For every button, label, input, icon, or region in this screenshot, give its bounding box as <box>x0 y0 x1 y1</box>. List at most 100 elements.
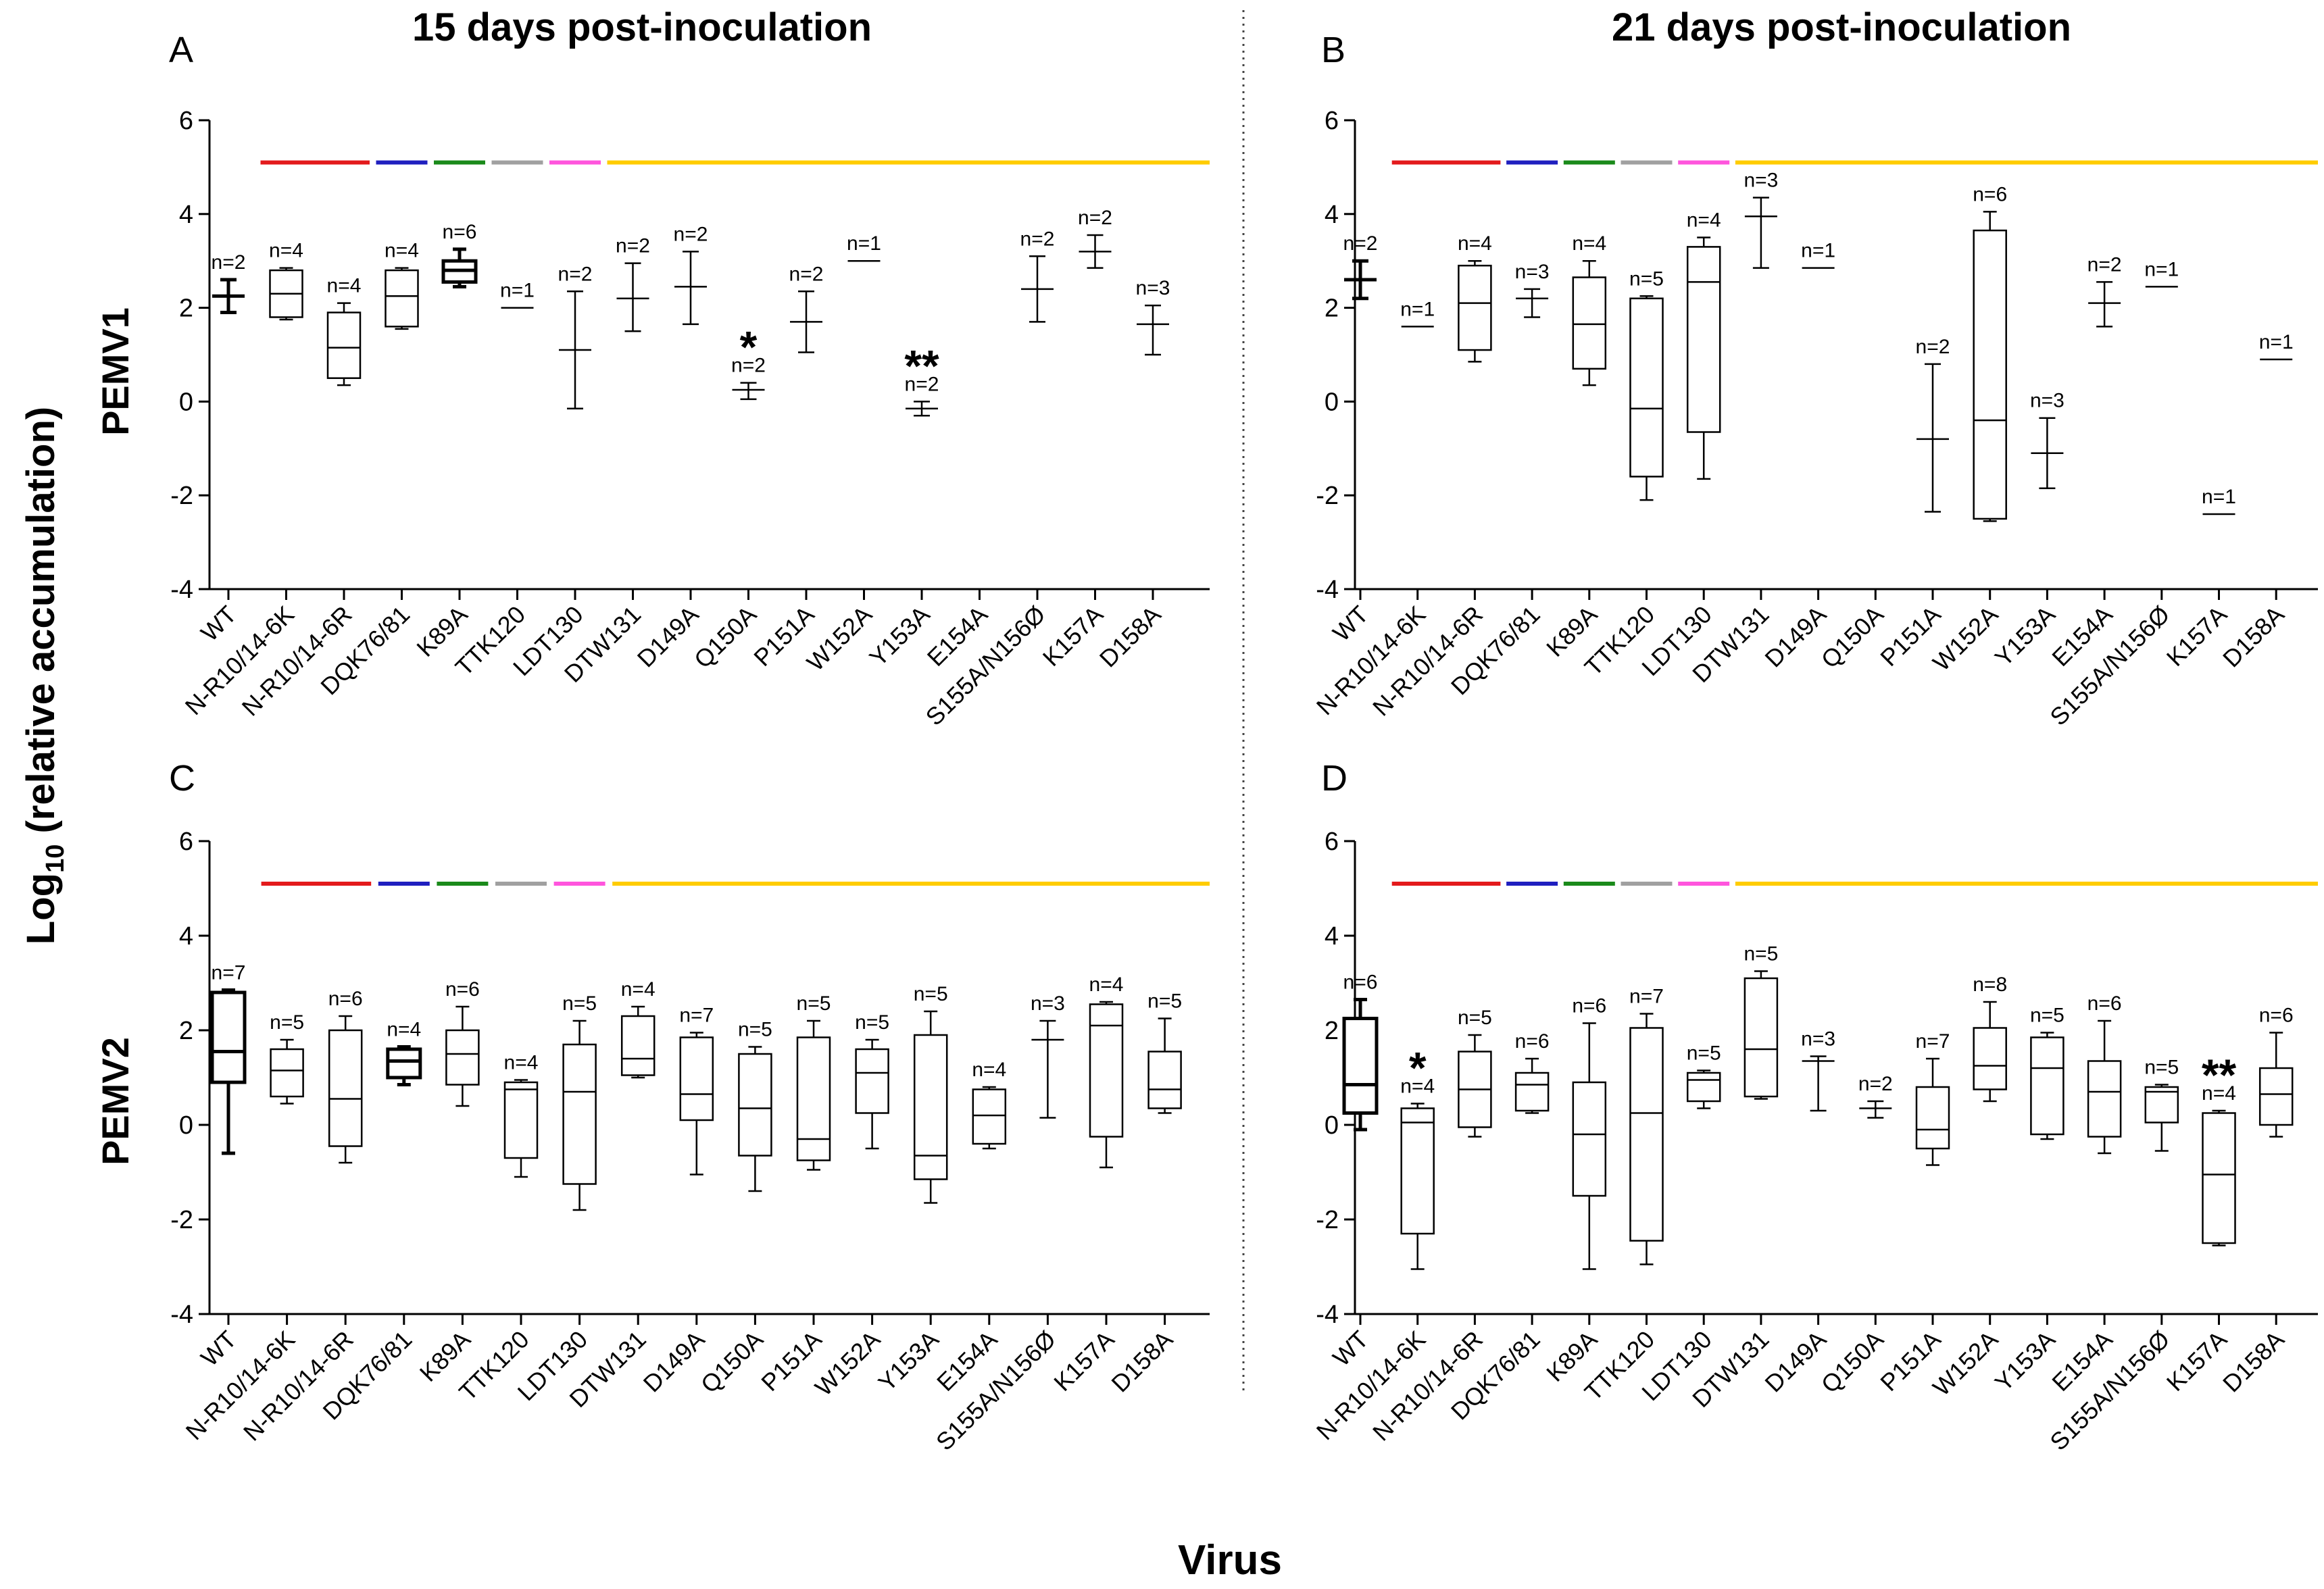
y-label-log: Log <box>19 873 63 944</box>
panel-d-x-tick-label: D158A <box>2217 1326 2290 1398</box>
panel-b-n-label: n=1 <box>2144 258 2179 280</box>
panel-a-box <box>326 311 362 379</box>
panel-c-n-label: n=5 <box>738 1019 772 1041</box>
panel-d-y-tick-label: -2 <box>1316 1206 1339 1234</box>
row-title-pemv1: PEMV1 <box>94 307 137 436</box>
panel-c-box <box>679 1036 714 1121</box>
panel-d-box <box>2144 1086 2179 1124</box>
panel-b-n-label: n=3 <box>1744 170 1778 192</box>
panel-c-x-tick-label: K157A <box>1048 1326 1119 1396</box>
panel-b-y-tick-label: 6 <box>1325 107 1339 135</box>
panel-d-n-label: n=6 <box>2259 1005 2294 1027</box>
panel-b-x-tick-label: Y153A <box>1989 601 2060 672</box>
panel-a-n-label: n=2 <box>1020 228 1055 250</box>
panel-d-n-label: n=5 <box>2144 1057 2179 1079</box>
panel-a-x-tick-label: W152A <box>801 601 877 676</box>
panel-c-y-tick-label: -4 <box>170 1301 193 1329</box>
panel-d-n-label: n=4 <box>2202 1082 2236 1105</box>
panel-b-n-label: n=2 <box>1916 336 1950 358</box>
panel-c-box <box>913 1034 948 1180</box>
panel-d-box <box>2087 1060 2122 1138</box>
panel-b-letter: B <box>1321 30 1345 70</box>
panel-b-n-label: n=3 <box>1515 261 1550 283</box>
panel-c-y-tick-label: -2 <box>170 1206 193 1234</box>
panel-a-n-label: n=3 <box>1136 277 1170 299</box>
panel-d-n-label: n=5 <box>2030 1005 2065 1027</box>
y-label-subscript: 10 <box>41 844 70 873</box>
panel-a-y-tick-label: -4 <box>170 576 193 604</box>
panel-d-n-label: n=5 <box>1458 1007 1492 1029</box>
panel-b-n-label: n=2 <box>2087 253 2122 276</box>
panel-d-letter: D <box>1321 758 1348 799</box>
panel-b-x-tick-label: Q150A <box>1816 601 1889 674</box>
panel-d-n-label: n=6 <box>1572 995 1606 1017</box>
panel-a-box <box>385 269 419 328</box>
panel-c-box <box>1089 1003 1124 1138</box>
panel-b-y-tick-label: 4 <box>1325 201 1339 229</box>
panel-d-x-tick-label: WT <box>1327 1326 1374 1372</box>
panel-b-n-label: n=2 <box>1343 232 1378 255</box>
panel-c-box <box>328 1029 363 1147</box>
panel-b-n-label: n=4 <box>1458 232 1492 255</box>
panel-c-x-tick-label: WT <box>195 1326 242 1372</box>
panel-a-y-tick-label: 6 <box>179 107 193 135</box>
panel-b-n-label: n=6 <box>1973 183 2007 205</box>
panel-b-y-tick-label: -4 <box>1316 576 1339 604</box>
panel-c-n-label: n=5 <box>562 992 597 1015</box>
panel-a-n-label: n=1 <box>500 280 535 302</box>
panel-c-n-label: n=5 <box>270 1011 304 1034</box>
panel-b-box <box>1458 264 1492 351</box>
panel-c-n-label: n=4 <box>621 978 656 1001</box>
panel-b-x-tick-label: K157A <box>2161 601 2232 672</box>
panel-c-box <box>972 1088 1007 1145</box>
panel-d-y-tick-label: 4 <box>1325 922 1339 951</box>
panel-a-n-label: n=4 <box>385 240 419 262</box>
panel-d-box <box>2258 1067 2294 1126</box>
panel-a-n-label: n=2 <box>731 355 766 377</box>
panel-d-y-tick-label: 0 <box>1325 1111 1339 1140</box>
panel-d-box <box>1686 1071 1721 1103</box>
panel-c-y-tick-label: 0 <box>179 1111 193 1140</box>
panel-c-x-tick-label: Y153A <box>872 1326 943 1396</box>
panel-a-n-label: n=2 <box>616 235 650 257</box>
panel-d-significance-star: * <box>1409 1043 1427 1093</box>
panel-c: C-4-20246WTn=7N-R10/14-6Kn=5N-R10/14-6Rn… <box>169 758 1210 1456</box>
panel-a-significance-star: * <box>740 322 758 372</box>
panel-c-box <box>738 1053 772 1157</box>
panel-a-n-label: n=6 <box>443 221 477 243</box>
panel-b-y-tick-label: 0 <box>1325 388 1339 416</box>
panel-c-n-label: n=4 <box>504 1052 539 1074</box>
panel-c-n-label: n=4 <box>1089 974 1124 996</box>
panel-c-n-label: n=7 <box>679 1005 714 1027</box>
panel-c-n-label: n=5 <box>797 992 831 1015</box>
panel-c-x-tick-label: W152A <box>810 1326 885 1401</box>
panel-c-letter: C <box>169 758 195 799</box>
panel-d-box <box>1342 1017 1379 1115</box>
panel-d-n-label: n=3 <box>1801 1028 1835 1051</box>
panel-c-n-label: n=5 <box>855 1011 889 1034</box>
panel-a-n-label: n=4 <box>269 240 303 262</box>
panel-b-y-tick-label: 2 <box>1325 295 1339 323</box>
panel-c-x-tick-label: D158A <box>1106 1326 1178 1398</box>
panel-a-n-label: n=4 <box>327 275 362 297</box>
panel-a-significance-star: ** <box>904 340 939 390</box>
panel-c-n-label: n=3 <box>1031 992 1065 1015</box>
panel-a-letter: A <box>169 30 193 70</box>
panel-c-y-tick-label: 4 <box>179 922 193 951</box>
panel-b-box <box>1572 276 1607 370</box>
y-axis-label: Log10 (relative accumulation) <box>19 407 70 944</box>
panel-b-n-label: n=4 <box>1687 209 1721 232</box>
panel-c-box <box>796 1036 831 1161</box>
panel-b-n-label: n=5 <box>1629 268 1664 290</box>
panel-a-n-label: n=2 <box>674 223 708 245</box>
panel-c-n-label: n=7 <box>212 962 246 984</box>
panel-d-box <box>1400 1107 1435 1235</box>
panel-a-n-label: n=2 <box>212 251 246 274</box>
panel-a-y-tick-label: 0 <box>179 388 193 416</box>
panel-d-n-label: n=5 <box>1744 943 1778 965</box>
panel-a-x-tick-label: Y153A <box>864 601 935 672</box>
panel-a-y-tick-label: -2 <box>170 482 193 510</box>
panel-c-n-label: n=5 <box>914 983 948 1005</box>
panel-d-y-tick-label: 2 <box>1325 1017 1339 1045</box>
panel-d-n-label: n=5 <box>1687 1042 1721 1065</box>
